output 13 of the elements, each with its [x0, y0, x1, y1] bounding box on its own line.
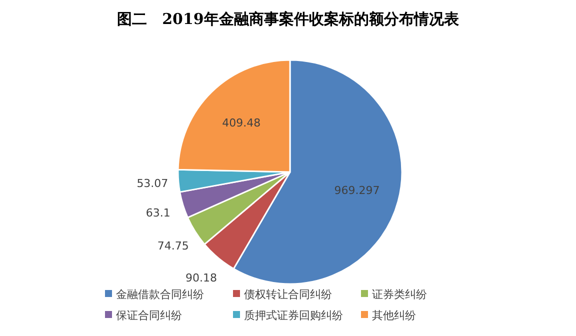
legend-label: 其他纠纷 — [372, 309, 416, 322]
chart-title: 图二 2019年金融商事案件收案标的额分布情况表 — [117, 10, 460, 28]
legend-label: 质押式证券回购纠纷 — [244, 309, 343, 322]
data-label: 969.297 — [334, 184, 380, 198]
legend-label: 债权转让合同纠纷 — [244, 288, 332, 301]
data-label: 90.18 — [186, 272, 218, 285]
legend-label: 金融借款合同纠纷 — [116, 288, 204, 301]
legend-label: 证券类纠纷 — [372, 288, 427, 301]
data-label: 63.1 — [146, 206, 170, 220]
data-label: 409.48 — [222, 116, 261, 130]
legend-label: 保证合同纠纷 — [116, 309, 182, 322]
data-label: 53.07 — [136, 176, 168, 190]
data-label: 74.75 — [157, 239, 189, 252]
